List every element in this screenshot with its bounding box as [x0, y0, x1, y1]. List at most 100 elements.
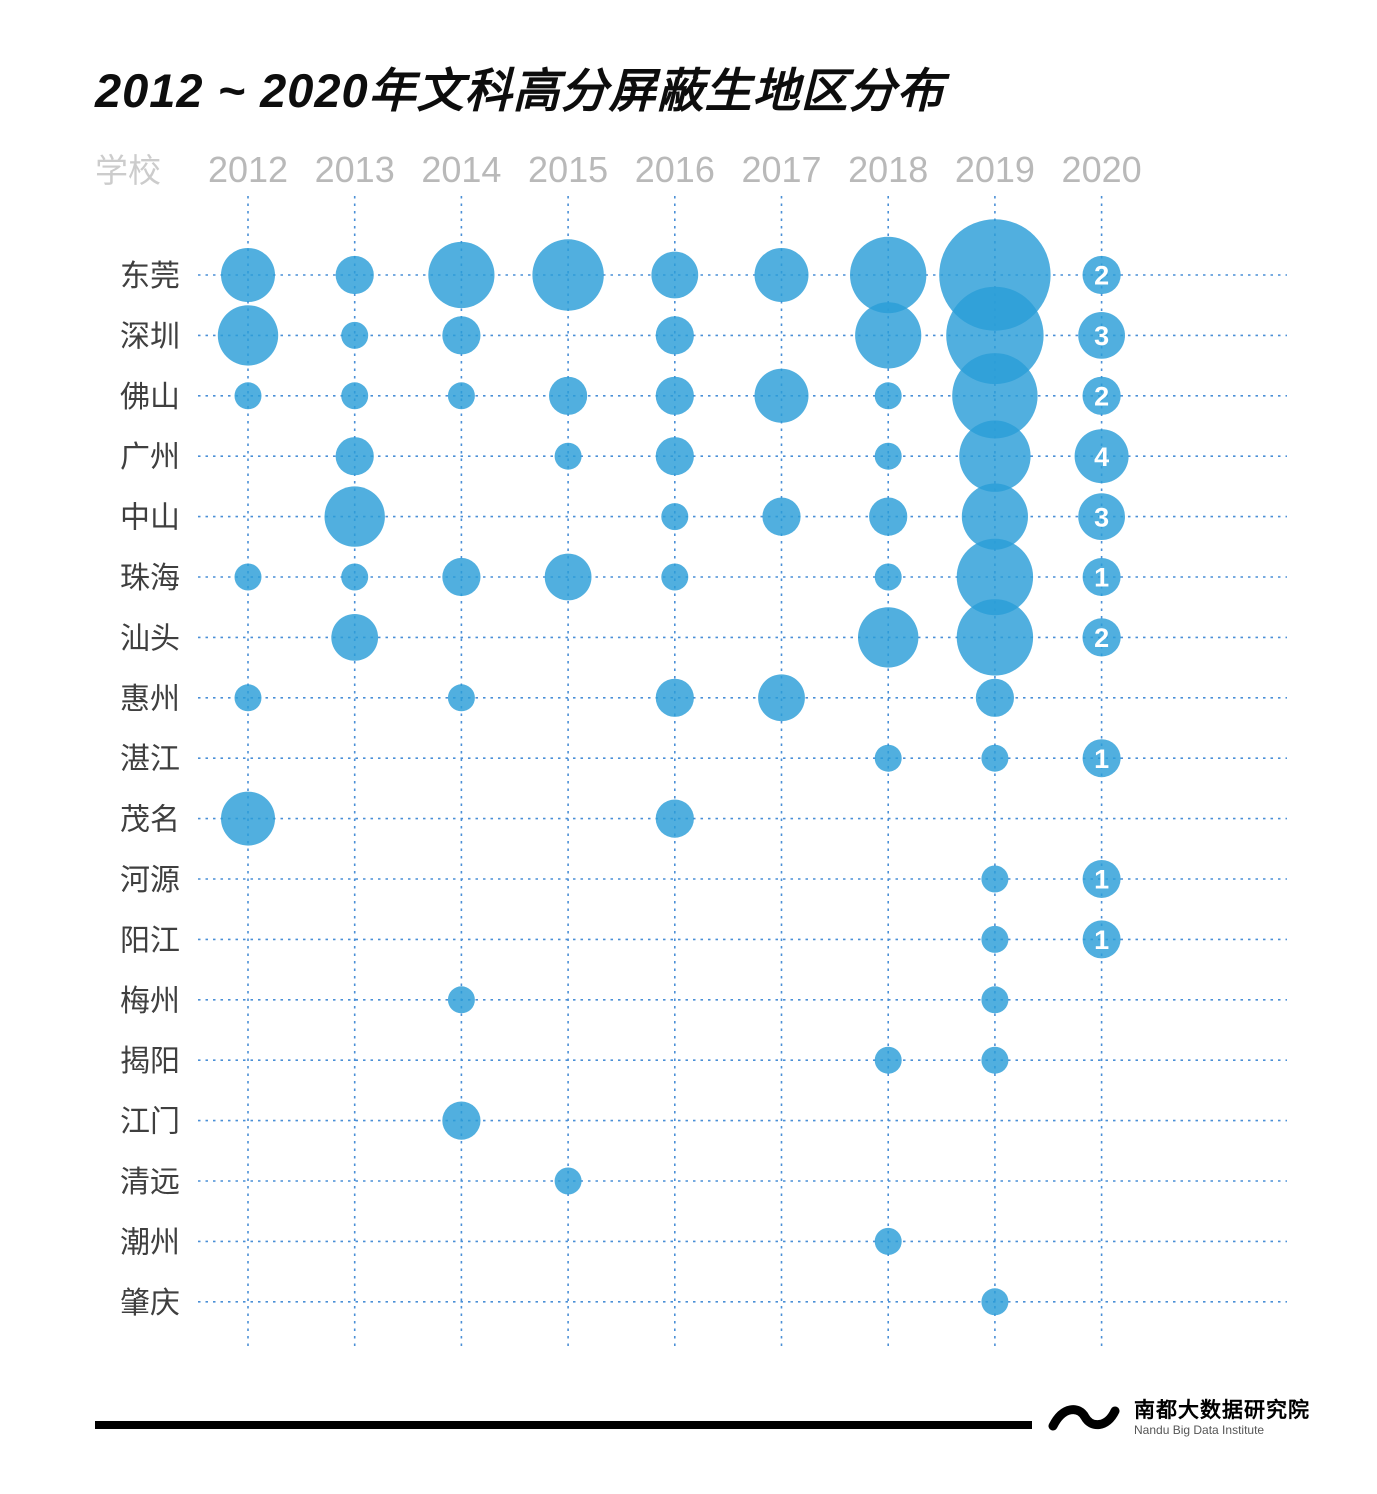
bubble — [554, 442, 582, 470]
bubble — [952, 353, 1038, 439]
bubble — [544, 553, 592, 601]
bubble — [234, 684, 262, 712]
bubble — [1082, 618, 1121, 657]
city-label: 河源 — [120, 864, 180, 897]
city-label: 江门 — [120, 1106, 180, 1139]
bubble — [234, 563, 262, 591]
brand: 南都大数据研究院 Nandu Big Data Institute — [1048, 1398, 1310, 1439]
bubble-count-label: 2 — [1094, 382, 1109, 412]
bubble — [655, 799, 694, 838]
bubble — [975, 678, 1015, 717]
bubble — [1082, 376, 1121, 415]
bubble — [874, 382, 902, 410]
bubble — [234, 382, 262, 410]
year-label: 2015 — [528, 149, 608, 190]
bubble-count-label: 1 — [1094, 865, 1109, 895]
bubble — [221, 248, 275, 302]
city-label: 中山 — [120, 502, 180, 535]
bubble — [850, 236, 927, 314]
year-label: 2018 — [848, 149, 928, 190]
bubble — [335, 255, 374, 295]
bubble — [442, 557, 481, 597]
corner-label: 学校 — [95, 152, 161, 189]
bubble — [655, 316, 694, 355]
bubble — [217, 305, 279, 366]
city-label: 揭阳 — [120, 1045, 180, 1078]
year-label: 2019 — [955, 149, 1035, 190]
bubble — [549, 376, 588, 415]
bubble — [221, 791, 275, 846]
bubble — [1082, 739, 1121, 778]
bubble — [442, 316, 481, 355]
bubble — [754, 248, 809, 302]
city-label: 惠州 — [120, 683, 180, 716]
bubble — [554, 1167, 582, 1195]
city-label: 汕头 — [120, 622, 180, 655]
year-label: 2014 — [421, 149, 501, 190]
bubble-count-label: 3 — [1094, 502, 1109, 532]
city-label: 东莞 — [120, 260, 180, 293]
bubble — [655, 376, 694, 415]
bubble-count-label: 1 — [1094, 925, 1109, 955]
city-label: 珠海 — [120, 562, 180, 595]
bubble — [981, 1046, 1009, 1074]
bubble — [1082, 860, 1121, 898]
year-label: 2012 — [208, 149, 288, 190]
bubble — [341, 563, 369, 591]
bubble — [959, 420, 1031, 492]
bubble — [1082, 558, 1121, 596]
bubble — [855, 302, 922, 369]
bubble — [341, 382, 369, 410]
bubble — [1074, 429, 1129, 484]
bubble — [447, 684, 475, 712]
bubble — [335, 437, 374, 476]
city-label: 清远 — [120, 1166, 180, 1199]
bubble — [981, 925, 1009, 953]
footer-rule — [95, 1421, 1032, 1429]
bubble — [661, 503, 689, 531]
city-label: 肇庆 — [120, 1287, 180, 1320]
bubble — [428, 241, 495, 309]
bubble — [655, 678, 694, 717]
city-label: 广州 — [120, 441, 180, 474]
city-label: 阳江 — [120, 924, 180, 957]
city-label: 深圳 — [120, 320, 180, 353]
bubble — [858, 607, 919, 668]
bubble-count-label: 1 — [1094, 744, 1109, 774]
bubble — [661, 563, 689, 591]
bubble — [956, 538, 1034, 616]
year-label: 2016 — [635, 149, 715, 190]
bubble — [946, 286, 1044, 385]
bubble — [762, 497, 801, 536]
city-label: 湛江 — [120, 743, 180, 776]
brand-name-cn: 南都大数据研究院 — [1134, 1399, 1310, 1422]
year-label: 2020 — [1062, 149, 1142, 190]
bubble-count-label: 1 — [1094, 563, 1109, 593]
city-label: 佛山 — [120, 381, 180, 414]
bubble — [981, 986, 1009, 1014]
bubble — [1082, 920, 1121, 959]
bubble — [331, 614, 379, 661]
bubble — [956, 599, 1034, 676]
bubble — [981, 1288, 1009, 1316]
bubble — [324, 486, 385, 547]
bubble — [874, 744, 902, 772]
bubble — [447, 382, 475, 410]
bubble — [874, 1046, 902, 1074]
bubble-count-label: 2 — [1094, 261, 1109, 291]
bubble — [532, 239, 604, 311]
brand-name-en: Nandu Big Data Institute — [1134, 1423, 1265, 1438]
bubble — [655, 437, 694, 476]
bubble — [341, 321, 369, 349]
bubble — [1082, 255, 1121, 295]
brand-wave-icon — [1048, 1398, 1120, 1438]
bubble — [651, 251, 699, 299]
city-label: 潮州 — [120, 1226, 180, 1259]
bubble — [981, 744, 1009, 772]
city-label: 茂名 — [120, 804, 180, 837]
bubble — [874, 1227, 902, 1255]
bubble — [869, 497, 908, 536]
bubble — [442, 1101, 481, 1140]
